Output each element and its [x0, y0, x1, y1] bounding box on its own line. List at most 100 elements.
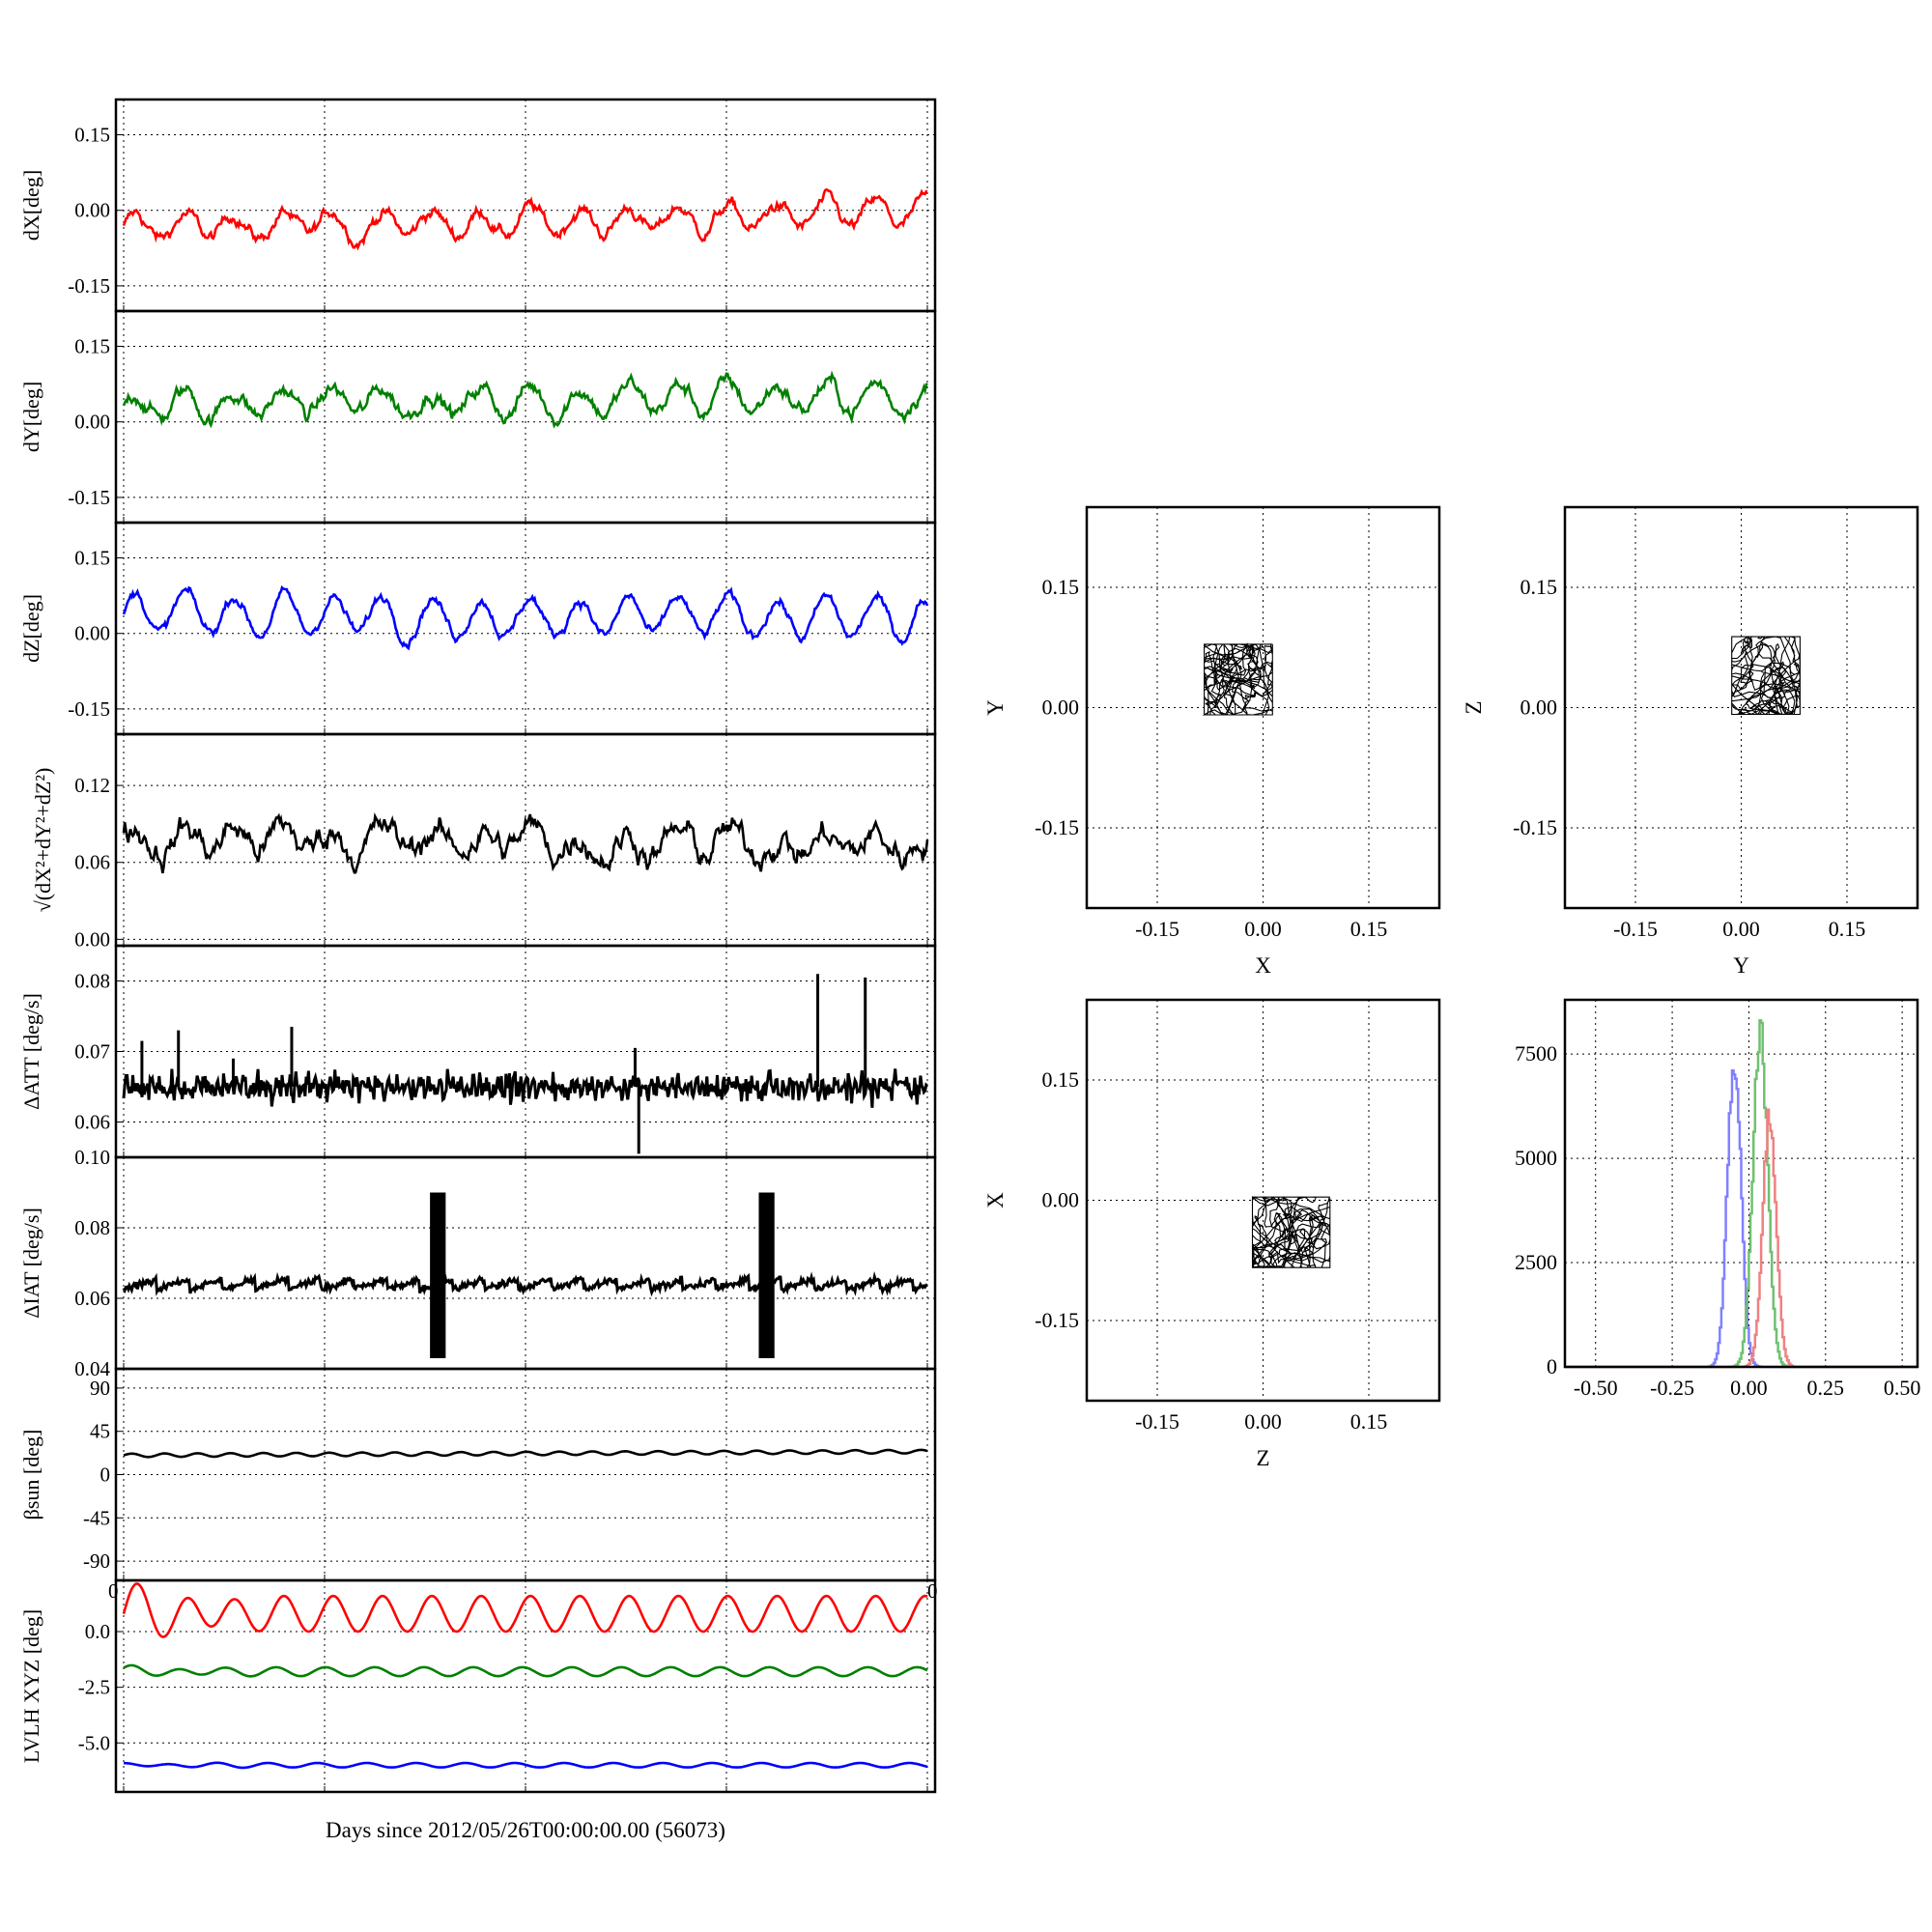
scatter-trace — [1731, 636, 1801, 716]
x-tick-label: -0.50 — [1574, 1376, 1618, 1400]
y-tick-label: 0.15 — [74, 335, 110, 358]
x-axis-label: Z — [1256, 1446, 1269, 1470]
timeseries-panel-2: 0.15 0.00 -0.15 dY[deg] — [19, 309, 937, 525]
y-tick-label: -0.15 — [68, 274, 110, 298]
scatter-panel-2: -0.15 0.00 0.15 0.15 0.00 -0.15 Y Z — [1462, 505, 1919, 978]
y-tick-label: 0 — [100, 1463, 111, 1487]
series-line-blue — [122, 584, 929, 651]
y-tick-label: 0.15 — [1520, 575, 1558, 599]
x-tick-label: 0.00 — [1730, 1376, 1768, 1400]
scatter-trace — [1251, 1196, 1331, 1268]
timeseries-panel-5: 0.08 0.07 0.06 ΔATT [deg/s] — [19, 944, 937, 1159]
series-line-black — [123, 1448, 928, 1459]
timeseries-panel-3: 0.15 0.00 -0.15 dZ[deg] — [19, 521, 937, 736]
x-tick-label: 0.00 — [1244, 917, 1282, 941]
y-tick-label: 7500 — [1515, 1041, 1557, 1065]
x-tick-label: -0.15 — [1135, 1409, 1179, 1434]
panel-frame — [1085, 998, 1441, 1403]
x-tick-label: 0.15 — [1350, 917, 1388, 941]
histogram-step-hist_blue — [1565, 1068, 1918, 1369]
x-axis-label: Y — [1733, 953, 1749, 978]
x-axis-label: Days since 2012/05/26T00:00:00.00 (56073… — [326, 1818, 725, 1842]
y-tick-label: 0.15 — [1042, 1067, 1080, 1092]
timeseries-panel-1: 0.15 0.00 -0.15 dX[deg] — [19, 98, 937, 313]
y-axis-label: dY[deg] — [19, 382, 43, 452]
timeseries-panel-8: 0.0 -2.5 -5.0 LVLH XYZ [deg] Days since 2012… — [19, 1578, 937, 1842]
y-tick-label: 0.04 — [74, 1357, 110, 1380]
y-tick-label: 2500 — [1515, 1250, 1557, 1274]
x-tick-label: 0 — [927, 1579, 938, 1603]
x-tick-label: 0.00 — [1722, 917, 1760, 941]
y-tick-label: -0.15 — [1035, 815, 1079, 839]
y-tick-label: 0.00 — [74, 411, 110, 434]
series-line-green — [122, 370, 928, 429]
y-tick-label: 0.06 — [74, 851, 110, 874]
y-tick-label: 0.06 — [74, 1111, 110, 1134]
x-tick-label: 0.00 — [1244, 1409, 1282, 1434]
y-axis-label: Z — [1462, 700, 1486, 714]
y-tick-label: 0.08 — [74, 970, 110, 993]
y-tick-label: 0.12 — [74, 774, 110, 797]
x-tick-label: 0.15 — [1350, 1409, 1388, 1434]
x-tick-label: -0.25 — [1650, 1376, 1694, 1400]
y-tick-label: 0.06 — [74, 1287, 110, 1310]
x-tick-label: 0.50 — [1884, 1376, 1921, 1400]
y-tick-label: 0 — [1547, 1354, 1557, 1378]
y-tick-label: -0.15 — [68, 486, 110, 509]
scatter-trace — [1202, 642, 1273, 716]
x-tick-label: -0.15 — [1613, 917, 1658, 941]
y-tick-label: -2.5 — [78, 1676, 110, 1699]
histogram-panel: -0.50 -0.25 0.00 0.25 0.50 7500 5000 2500 0 — [1515, 998, 1921, 1400]
panel-frame — [114, 1578, 937, 1794]
y-axis-label: X — [983, 1192, 1008, 1208]
y-axis-label: dX[deg] — [19, 170, 43, 241]
y-tick-label: 0.00 — [74, 927, 110, 951]
y-axis-label: dZ[deg] — [19, 594, 43, 663]
x-tick-label: 0.25 — [1807, 1376, 1845, 1400]
y-tick-label: -5.0 — [78, 1731, 110, 1754]
series-line-black — [122, 1270, 928, 1297]
y-axis-label: βsun [deg] — [19, 1430, 43, 1520]
y-axis-label: ΔIAT [deg/s] — [19, 1208, 43, 1319]
y-tick-label: 0.0 — [85, 1620, 110, 1643]
y-tick-label: -0.15 — [1513, 815, 1557, 839]
y-tick-label: 0.00 — [1520, 696, 1558, 720]
y-axis-label: ΔATT [deg/s] — [19, 993, 43, 1110]
x-tick-label: 0.15 — [1829, 917, 1866, 941]
series-line-black — [122, 812, 929, 874]
series-line-red — [122, 1582, 928, 1638]
x-tick-label: -0.15 — [1135, 917, 1179, 941]
y-tick-label: -45 — [83, 1506, 110, 1529]
panel-frame — [1563, 505, 1919, 910]
timeseries-panel-7: 90 45 0 -45 -90 βsun [deg] 0 0 — [19, 1367, 938, 1603]
x-tick-label: 0 — [108, 1579, 119, 1603]
y-tick-label: 0.15 — [1042, 575, 1080, 599]
y-tick-label: -90 — [83, 1549, 110, 1573]
y-tick-label: 0.15 — [74, 124, 110, 147]
panel-frame — [1563, 998, 1919, 1369]
series-line-red — [122, 187, 928, 251]
y-tick-label: 0.10 — [74, 1146, 110, 1169]
y-tick-label: 5000 — [1515, 1146, 1557, 1170]
y-tick-label: 0.00 — [74, 199, 110, 222]
scatter-panel-3: -0.15 0.00 0.15 0.15 0.00 -0.15 Z X — [983, 998, 1441, 1470]
y-tick-label: 0.08 — [74, 1216, 110, 1239]
y-axis-label: Y — [983, 699, 1008, 716]
timeseries-panel-6: 0.10 0.08 0.06 0.04 ΔIAT [deg/s] — [19, 1146, 937, 1380]
y-axis-label: √(dX²+dY²+dZ²) — [31, 768, 55, 913]
y-axis-label: LVLH XYZ [deg] — [19, 1609, 43, 1763]
y-tick-label: 0.00 — [74, 622, 110, 645]
y-tick-label: -0.15 — [68, 697, 110, 721]
x-axis-label: X — [1255, 953, 1271, 978]
scatter-panel-1: -0.15 0.00 0.15 0.15 0.00 -0.15 X Y — [983, 505, 1441, 978]
series-line-black — [122, 1068, 929, 1108]
panel-frame — [1085, 505, 1441, 910]
timeseries-panel-4: 0.12 0.06 0.00 √(dX²+dY²+dZ²) — [31, 732, 937, 951]
y-tick-label: 0.15 — [74, 547, 110, 570]
y-tick-label: -0.15 — [1035, 1308, 1079, 1332]
y-tick-label: 0.00 — [1042, 1188, 1080, 1212]
y-tick-label: 45 — [90, 1420, 110, 1443]
y-tick-label: 0.07 — [74, 1040, 110, 1064]
series-line-green — [123, 1663, 928, 1678]
y-tick-label: 0.00 — [1042, 696, 1080, 720]
